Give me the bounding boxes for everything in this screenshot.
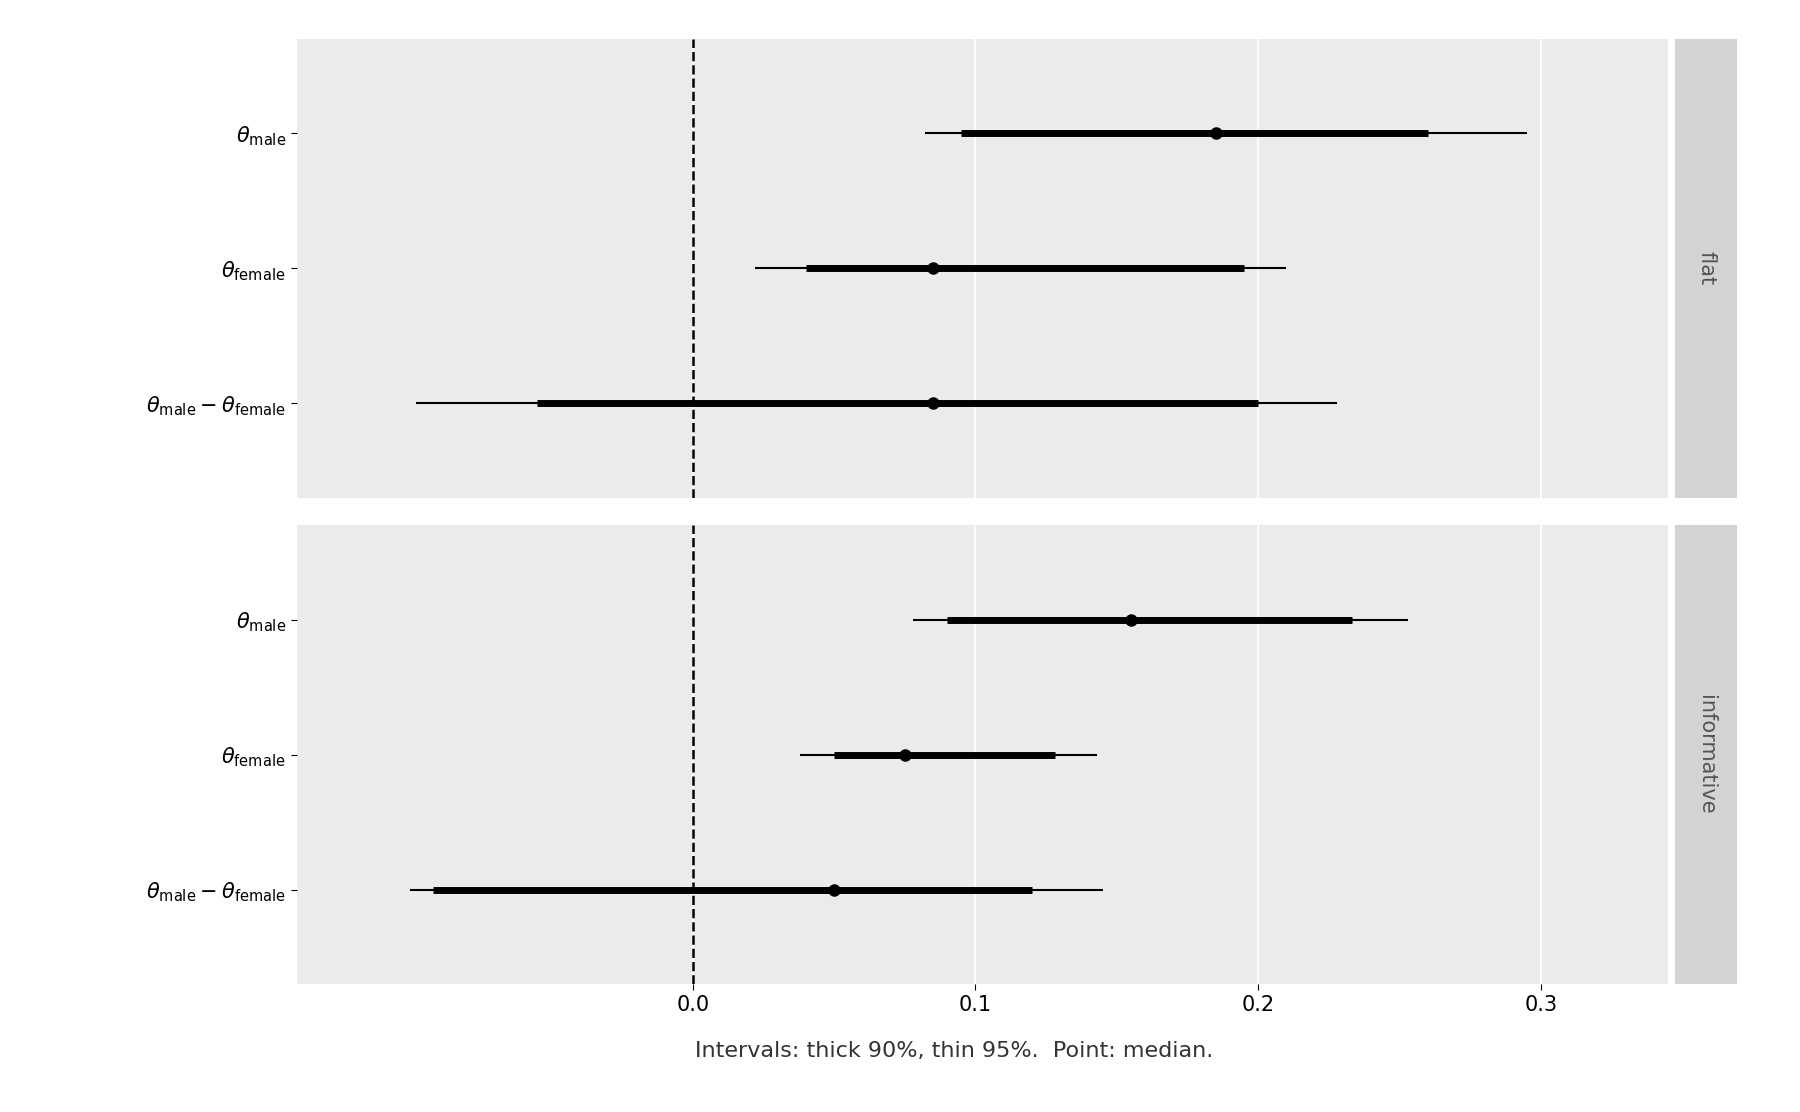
Text: Intervals: thick 90%, thin 95%.  Point: median.: Intervals: thick 90%, thin 95%. Point: m… — [695, 1041, 1213, 1061]
Text: flat: flat — [1696, 251, 1715, 286]
Text: informative: informative — [1696, 695, 1715, 814]
